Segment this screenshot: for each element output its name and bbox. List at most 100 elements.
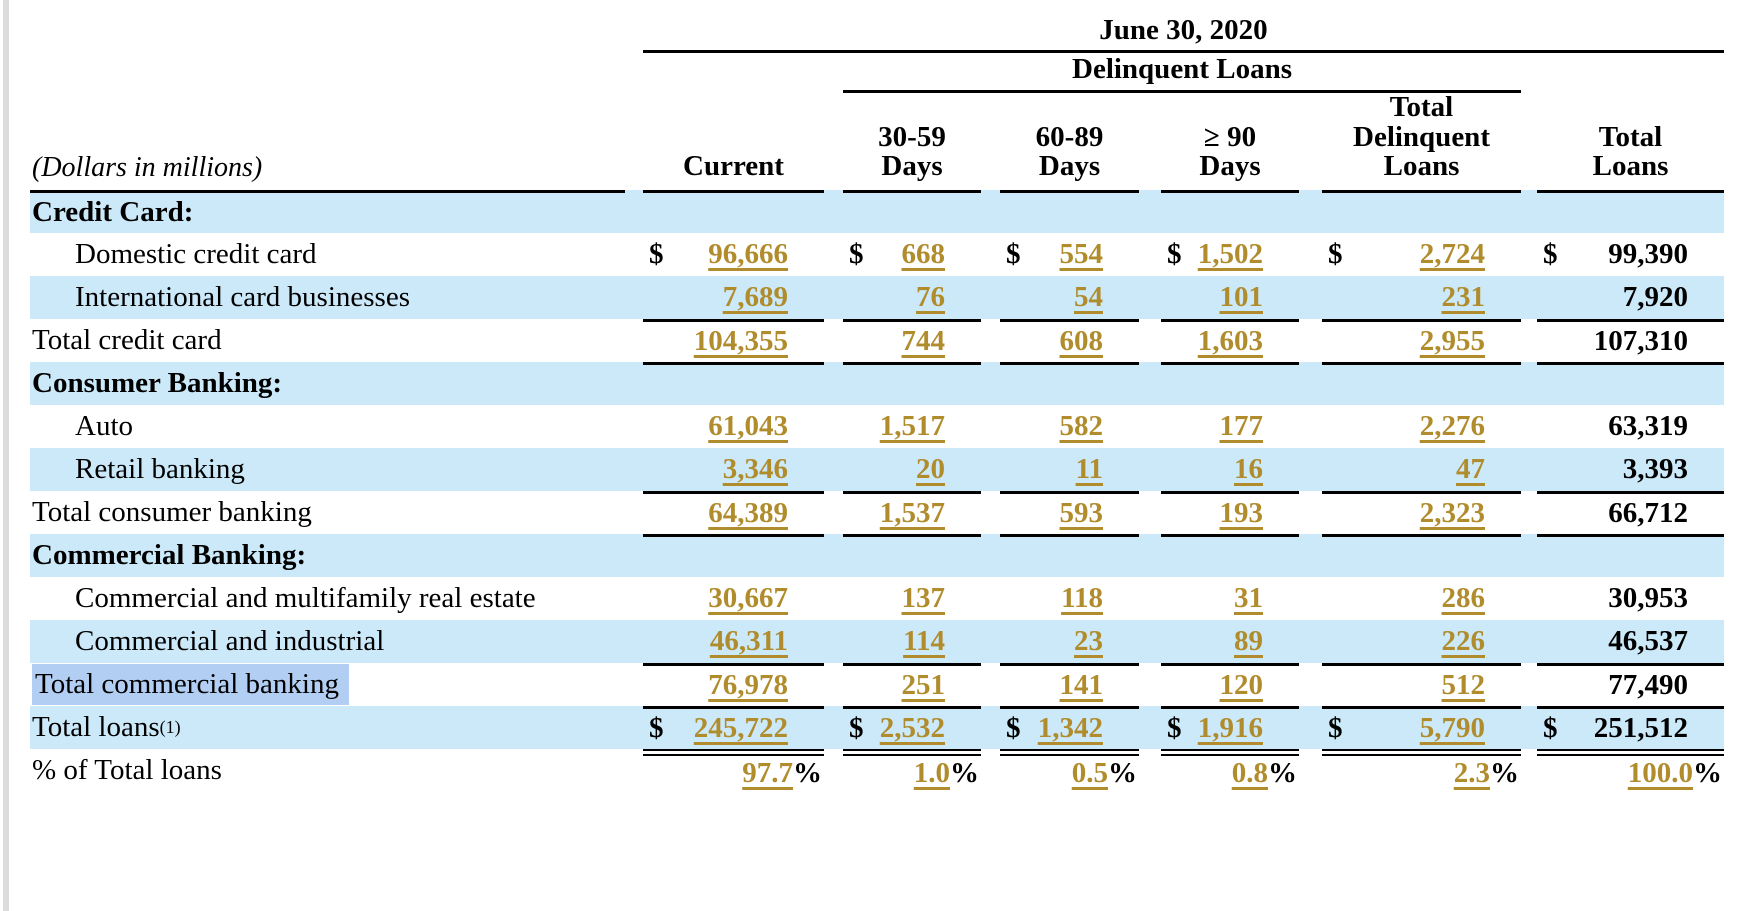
value-retail-banking-days-60-89[interactable]: 11 [1075, 452, 1103, 485]
value-percent-of-total-loans-days-30-59[interactable]: 1.0 [913, 757, 950, 790]
cell-total-commercial-banking-current: 76,978 [643, 662, 824, 706]
cell-international-card-businesses-total-loans: 7,920 [1537, 275, 1724, 319]
cell-commercial-and-multifamily-real-estate-days-90-plus: 31 [1161, 577, 1299, 620]
value-retail-banking-total-delinquent[interactable]: 47 [1456, 452, 1485, 485]
value-commercial-and-industrial-days-60-89[interactable]: 23 [1074, 624, 1103, 657]
gap [981, 233, 1000, 276]
value-total-consumer-banking-days-90-plus[interactable]: 193 [1219, 497, 1264, 530]
value-international-card-businesses-current[interactable]: 7,689 [722, 280, 788, 313]
value-total-credit-card-current[interactable]: 104,355 [693, 325, 788, 358]
label-international-card-businesses: International card businesses [30, 275, 625, 319]
label-text-auto: Auto [75, 409, 133, 442]
value-total-commercial-banking-total-delinquent[interactable]: 512 [1441, 669, 1486, 702]
cell-percent-of-total-loans-days-30-59: 1.0% [843, 748, 981, 792]
label-text-total-credit-card: Total credit card [32, 323, 222, 356]
value-commercial-and-industrial-days-30-59[interactable]: 114 [903, 624, 945, 657]
value-domestic-credit-card-days-60-89[interactable]: 554 [1059, 237, 1104, 270]
value-total-commercial-banking-days-60-89[interactable]: 141 [1059, 669, 1104, 702]
value-domestic-credit-card-current[interactable]: 96,666 [708, 237, 788, 270]
value-commercial-and-multifamily-real-estate-current[interactable]: 30,667 [708, 581, 788, 614]
value-commercial-and-multifamily-real-estate-days-30-59[interactable]: 137 [901, 581, 946, 614]
cell-percent-of-total-loans-current: 97.7% [643, 748, 824, 792]
value-total-loans-days-90-plus[interactable]: 1,916 [1197, 712, 1263, 745]
label-total-credit-card: Total credit card [30, 319, 625, 362]
value-total-credit-card-days-30-59[interactable]: 744 [901, 325, 946, 358]
value-commercial-and-industrial-current[interactable]: 46,311 [709, 624, 788, 657]
value-total-loans-total-delinquent[interactable]: 5,790 [1419, 712, 1485, 745]
gap [824, 749, 843, 792]
cell-commercial-and-industrial-days-30-59: 114 [843, 619, 981, 663]
label-text-credit-card-header: Credit Card: [32, 196, 194, 229]
value-total-consumer-banking-current[interactable]: 64,389 [708, 497, 788, 530]
value-retail-banking-days-30-59[interactable]: 20 [916, 452, 945, 485]
value-total-consumer-banking-days-60-89[interactable]: 593 [1059, 497, 1104, 530]
value-international-card-businesses-days-60-89[interactable]: 54 [1074, 280, 1103, 313]
value-domestic-credit-card-days-30-59[interactable]: 668 [901, 237, 946, 270]
value-percent-of-total-loans-days-90-plus[interactable]: 0.8 [1231, 757, 1268, 790]
value-total-loans-total-loans: 251,512 [1593, 712, 1688, 745]
cell-domestic-credit-card-total-delinquent: $2,724 [1322, 233, 1521, 276]
value-total-loans-current[interactable]: 245,722 [693, 712, 788, 745]
value-domestic-credit-card-days-90-plus[interactable]: 1,502 [1197, 237, 1263, 270]
gap [625, 619, 643, 663]
cell-credit-card-header-current [643, 189, 824, 233]
value-total-credit-card-days-60-89[interactable]: 608 [1059, 325, 1104, 358]
value-commercial-and-multifamily-real-estate-days-60-89[interactable]: 118 [1061, 581, 1103, 614]
value-total-loans-days-60-89[interactable]: 1,342 [1037, 712, 1103, 745]
value-percent-of-total-loans-days-60-89[interactable]: 0.5 [1071, 757, 1108, 790]
value-commercial-and-industrial-total-delinquent[interactable]: 226 [1441, 624, 1486, 657]
value-total-commercial-banking-days-90-plus[interactable]: 120 [1219, 669, 1264, 702]
value-auto-days-60-89[interactable]: 582 [1059, 409, 1104, 442]
gap [824, 189, 843, 233]
cell-credit-card-header-days-90-plus [1161, 189, 1299, 233]
label-text-total-commercial-banking[interactable]: Total commercial banking [32, 663, 349, 705]
cell-commercial-banking-header-total-delinquent [1322, 533, 1521, 577]
cell-commercial-banking-header-days-30-59 [843, 533, 981, 577]
value-total-commercial-banking-days-30-59[interactable]: 251 [901, 669, 946, 702]
value-domestic-credit-card-total-delinquent[interactable]: 2,724 [1419, 237, 1485, 270]
cell-retail-banking-days-60-89: 11 [1000, 447, 1139, 491]
table-grid: June 30, 2020 Delinquent Loans (Dollars … [30, 14, 1724, 792]
cell-total-consumer-banking-days-30-59: 1,537 [843, 490, 981, 534]
value-total-commercial-banking-current[interactable]: 76,978 [708, 669, 788, 702]
gap [824, 663, 843, 706]
gap [1521, 319, 1537, 362]
value-auto-total-delinquent[interactable]: 2,276 [1419, 409, 1485, 442]
value-retail-banking-total-loans: 3,393 [1622, 452, 1688, 485]
cell-commercial-and-industrial-total-loans: 46,537 [1537, 619, 1724, 663]
gap [981, 491, 1000, 534]
value-international-card-businesses-days-30-59[interactable]: 76 [916, 280, 945, 313]
value-commercial-and-multifamily-real-estate-days-90-plus[interactable]: 31 [1234, 581, 1263, 614]
value-retail-banking-current[interactable]: 3,346 [722, 452, 788, 485]
cell-total-loans-current: $245,722 [643, 705, 824, 749]
value-auto-days-30-59[interactable]: 1,517 [879, 409, 945, 442]
value-total-credit-card-total-delinquent[interactable]: 2,955 [1419, 325, 1485, 358]
value-international-card-businesses-total-delinquent[interactable]: 231 [1441, 280, 1486, 313]
value-percent-of-total-loans-current[interactable]: 97.7 [742, 757, 793, 790]
gap [824, 319, 843, 362]
value-total-consumer-banking-total-delinquent[interactable]: 2,323 [1419, 497, 1485, 530]
gap [625, 405, 643, 448]
gap [1139, 491, 1161, 534]
value-total-credit-card-days-90-plus[interactable]: 1,603 [1197, 325, 1263, 358]
cell-total-credit-card-days-60-89: 608 [1000, 318, 1139, 362]
value-commercial-and-industrial-days-90-plus[interactable]: 89 [1234, 624, 1263, 657]
value-percent-of-total-loans-total-loans[interactable]: 100.0 [1627, 757, 1693, 790]
gap [1299, 663, 1322, 706]
label-text-commercial-and-multifamily-real-estate: Commercial and multifamily real estate [75, 581, 536, 614]
value-international-card-businesses-days-90-plus[interactable]: 101 [1219, 280, 1264, 313]
value-auto-current[interactable]: 61,043 [708, 409, 788, 442]
gap [625, 705, 643, 749]
value-retail-banking-days-90-plus[interactable]: 16 [1234, 452, 1263, 485]
cell-credit-card-header-total-delinquent [1322, 189, 1521, 233]
cell-domestic-credit-card-total-loans: $99,390 [1537, 233, 1724, 276]
gap [1299, 361, 1322, 405]
value-percent-of-total-loans-total-delinquent[interactable]: 2.3 [1453, 757, 1490, 790]
cell-consumer-banking-header-days-90-plus [1161, 361, 1299, 405]
value-total-loans-days-30-59[interactable]: 2,532 [879, 712, 945, 745]
gap [1521, 749, 1537, 792]
value-total-consumer-banking-days-30-59[interactable]: 1,537 [879, 497, 945, 530]
value-commercial-and-multifamily-real-estate-total-delinquent[interactable]: 286 [1441, 581, 1486, 614]
value-auto-days-90-plus[interactable]: 177 [1219, 409, 1264, 442]
cell-international-card-businesses-total-delinquent: 231 [1322, 275, 1521, 319]
